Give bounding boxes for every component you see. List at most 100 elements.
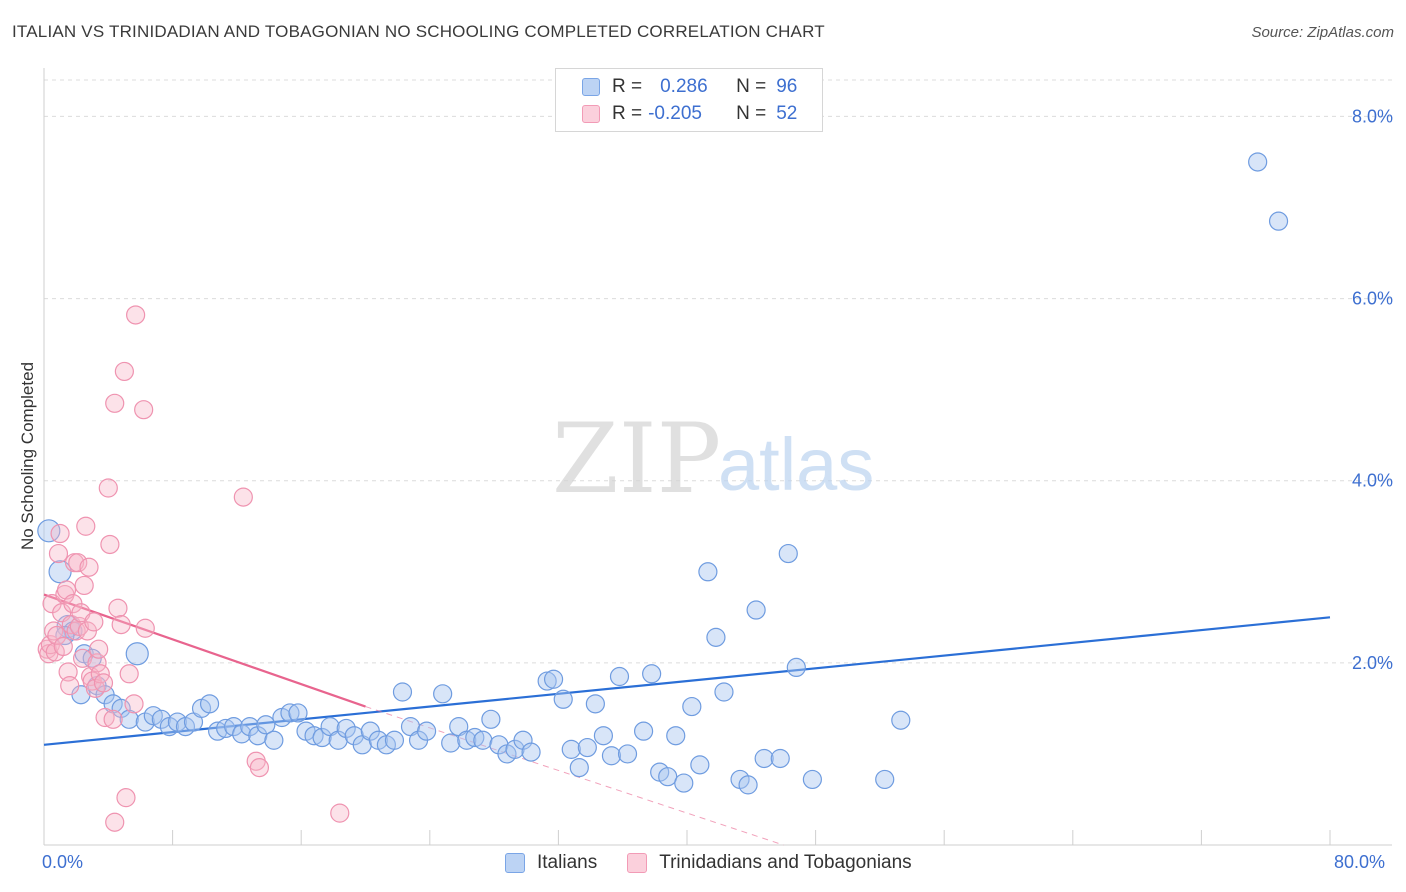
italians-point <box>232 724 252 744</box>
y-tick-label: 2.0% <box>1352 653 1393 673</box>
trinidadians-point <box>87 653 107 673</box>
italians-point <box>698 562 718 582</box>
trinidadians-point <box>68 553 88 573</box>
trinidadians-point <box>58 662 78 682</box>
italians-point <box>770 748 790 769</box>
italians-point <box>248 726 268 746</box>
series-legend-italians[interactable]: Italians <box>505 852 597 874</box>
italians-point <box>48 560 72 584</box>
italians-point <box>521 742 541 762</box>
legend-swatch-italians <box>582 78 600 96</box>
trinidadians-point <box>76 516 96 536</box>
italians-point <box>416 721 437 741</box>
legend-r-label: R = <box>612 103 643 124</box>
trinidadians-point <box>108 598 128 618</box>
trinidadians-point <box>119 664 139 684</box>
italians-point <box>738 775 758 795</box>
italians-point <box>151 709 171 729</box>
italians-point <box>37 519 61 543</box>
italians-point <box>746 600 766 620</box>
y-tick-label: 8.0% <box>1352 106 1393 126</box>
trinidadians-point <box>93 673 114 693</box>
italians-point <box>199 694 220 714</box>
italians-point <box>481 709 501 729</box>
trinidadians-point <box>84 612 104 632</box>
italians-point <box>288 703 308 723</box>
trinidadians-point <box>116 788 136 808</box>
italians-point <box>714 682 734 702</box>
trinidadians-point <box>95 707 115 728</box>
italians-point <box>384 730 405 750</box>
legend-r-label: R = <box>612 76 643 97</box>
trinidadians-point <box>89 639 109 659</box>
italians-point <box>543 669 564 689</box>
trinidadians-point <box>111 615 131 635</box>
trinidadians-point <box>249 757 270 778</box>
trinidadians-point <box>126 305 146 325</box>
italians-point <box>111 698 131 718</box>
trinidadians-point <box>48 543 69 564</box>
series-label-trinidadians: Trinidadians and Tobagonians <box>659 852 912 873</box>
legend-r-value: -0.205 <box>648 103 702 124</box>
italians-point <box>264 730 284 750</box>
trinidadians-point <box>79 557 99 577</box>
series-swatch-italians <box>505 853 525 873</box>
trinidadians-point <box>124 694 144 714</box>
trinidadians-point <box>50 523 70 544</box>
trinidadians-point <box>98 478 118 498</box>
chart-title: ITALIAN VS TRINIDADIAN AND TOBAGONIAN NO… <box>12 22 825 41</box>
trinidadians-point <box>72 648 93 668</box>
legend-n-label: N = <box>736 76 767 97</box>
italians-point <box>601 746 622 766</box>
italians-point <box>280 703 300 723</box>
italians-point <box>633 721 654 741</box>
legend-n-value: 96 <box>776 76 798 97</box>
italians-point <box>577 737 597 758</box>
italians-point <box>256 715 276 735</box>
legend-n-label: N = <box>736 103 767 124</box>
italians-point <box>125 642 149 666</box>
legend-row-italians: R = 0.286 N = 96 <box>582 75 797 99</box>
series-legend-trinidadians[interactable]: Trinidadians and Tobagonians <box>627 852 912 874</box>
x-tick-label-max: 80.0% <box>1334 852 1386 872</box>
italians-point <box>706 627 726 647</box>
italians-point <box>609 666 630 687</box>
trinidadians-point <box>233 487 253 507</box>
trinidadians-point <box>100 534 120 555</box>
italians-point <box>119 709 139 729</box>
italians-point <box>786 657 806 678</box>
italians-point <box>617 744 638 764</box>
italians-point <box>690 755 710 775</box>
italians-point <box>433 684 453 704</box>
italians-point <box>224 717 244 737</box>
trinidadians-point <box>53 636 73 657</box>
legend-n-value: 52 <box>776 103 798 124</box>
trinidadians-point <box>135 618 155 638</box>
italians-point <box>682 696 702 717</box>
watermark-zip: ZIP <box>552 403 721 515</box>
italians-point <box>1268 211 1289 231</box>
legend-row-trinidadians: R = -0.205 N = 52 <box>582 102 797 126</box>
italians-point <box>875 769 895 790</box>
italians-point <box>312 727 332 748</box>
italians-point <box>1248 152 1268 172</box>
x-tick-label-min: 0.0% <box>42 852 84 872</box>
watermark-atlas: atlas <box>718 423 874 506</box>
italians-point <box>658 767 678 787</box>
trinidadians-point <box>114 361 134 382</box>
trinidadians-point <box>330 803 350 823</box>
chart-source: Source: ZipAtlas.com <box>1251 24 1394 41</box>
legend-r-value: 0.286 <box>660 76 708 97</box>
italians-point <box>642 664 662 684</box>
italians-point <box>754 748 774 769</box>
trinidadians-point <box>47 625 67 646</box>
series-legend: Italians Trinidadians and Tobagonians <box>505 852 942 874</box>
trinidadians-point <box>105 812 125 832</box>
italians-point <box>666 726 686 746</box>
italians-point <box>561 739 581 759</box>
y-tick-label: 4.0% <box>1352 471 1393 491</box>
series-label-italians: Italians <box>537 852 598 873</box>
italians-point <box>891 710 911 730</box>
trinidadians-point <box>103 709 123 729</box>
